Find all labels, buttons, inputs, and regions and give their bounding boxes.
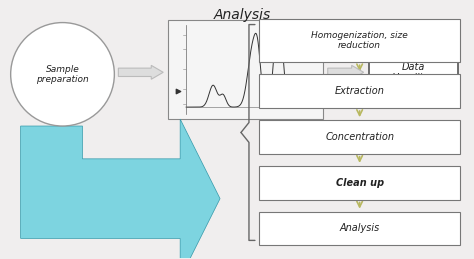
Polygon shape [328, 65, 364, 79]
Polygon shape [118, 65, 163, 79]
Text: Analysis: Analysis [213, 8, 271, 21]
FancyBboxPatch shape [259, 74, 460, 108]
Polygon shape [21, 119, 220, 259]
FancyBboxPatch shape [259, 19, 460, 62]
Text: Concentration: Concentration [325, 132, 394, 142]
Text: Clean up: Clean up [336, 178, 383, 188]
Text: Data
Handling: Data Handling [392, 61, 435, 83]
FancyBboxPatch shape [168, 20, 323, 119]
FancyBboxPatch shape [259, 166, 460, 200]
FancyBboxPatch shape [369, 42, 458, 102]
FancyBboxPatch shape [259, 120, 460, 154]
Circle shape [11, 23, 114, 126]
Point [174, 89, 182, 93]
Text: Analysis: Analysis [339, 224, 380, 233]
FancyBboxPatch shape [259, 212, 460, 245]
Text: Extraction: Extraction [335, 86, 384, 96]
Text: Homogenization, size
reduction: Homogenization, size reduction [311, 31, 408, 50]
Text: Sample
preparation: Sample preparation [36, 64, 89, 84]
